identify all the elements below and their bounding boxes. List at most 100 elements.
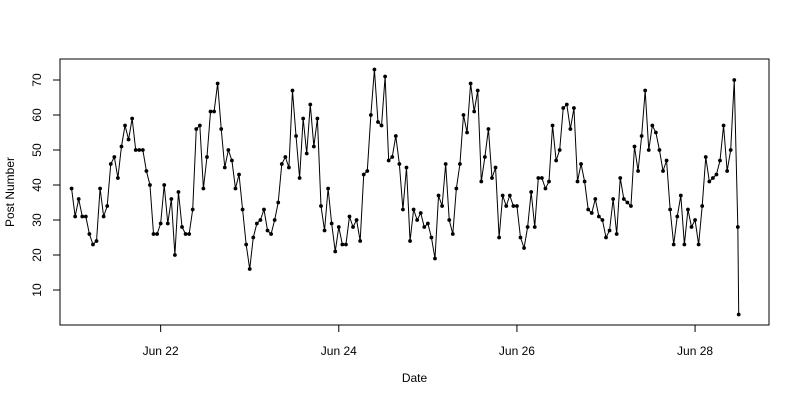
data-point: [486, 127, 491, 131]
data-point: [401, 207, 405, 212]
data-point: [632, 144, 637, 149]
data-point: [586, 207, 591, 212]
data-point: [593, 197, 598, 201]
data-point: [279, 162, 284, 166]
data-point: [422, 225, 427, 229]
data-point: [596, 214, 601, 219]
data-point: [297, 176, 302, 180]
data-point: [116, 176, 120, 180]
data-point: [425, 221, 430, 226]
data-point: [475, 88, 480, 93]
data-point: [379, 123, 384, 128]
data-point: [180, 225, 184, 229]
data-point: [361, 172, 366, 177]
data-point: [329, 221, 334, 226]
data-point: [490, 176, 494, 180]
data-point: [101, 214, 106, 219]
data-point: [148, 183, 152, 187]
data-point: [515, 204, 519, 208]
data-point: [504, 204, 509, 208]
data-point: [482, 155, 487, 159]
data-point: [696, 242, 701, 247]
data-point: [643, 88, 648, 93]
data-point: [173, 253, 177, 257]
data-point: [365, 169, 370, 173]
data-point: [518, 235, 523, 240]
y-tick-label: 10: [30, 283, 44, 297]
data-point: [233, 186, 238, 191]
data-point: [155, 232, 159, 236]
data-point: [119, 144, 124, 149]
x-axis-title: Date: [402, 371, 428, 385]
data-point: [91, 242, 95, 247]
data-point: [315, 116, 320, 121]
data-point: [108, 162, 113, 166]
data-point: [507, 193, 512, 198]
data-point: [618, 176, 623, 180]
data-point: [725, 169, 730, 173]
data-point: [205, 155, 209, 159]
data-point: [386, 158, 391, 163]
data-point: [682, 242, 687, 247]
data-point: [604, 235, 608, 240]
data-point: [383, 74, 388, 79]
data-point: [123, 123, 127, 128]
data-point: [137, 148, 142, 152]
x-tick-label: Jun 22: [143, 344, 179, 358]
data-point: [718, 158, 722, 163]
data-point: [215, 81, 220, 86]
data-point: [358, 239, 363, 243]
data-point: [326, 186, 330, 191]
data-point: [265, 228, 270, 233]
data-point: [226, 148, 231, 152]
data-point: [276, 200, 281, 205]
data-point: [133, 148, 138, 152]
data-point: [69, 186, 74, 191]
data-point: [190, 207, 195, 212]
data-point: [351, 225, 355, 229]
data-point: [465, 130, 469, 135]
data-point: [140, 148, 145, 152]
data-point: [390, 155, 395, 159]
data-point: [525, 225, 530, 229]
data-point: [404, 165, 409, 170]
data-point: [607, 228, 612, 233]
y-tick-label: 30: [30, 213, 44, 227]
data-point: [629, 204, 633, 208]
data-point: [311, 144, 316, 149]
data-point: [657, 148, 662, 152]
data-point: [664, 158, 669, 163]
data-point: [319, 204, 323, 208]
data-point: [368, 113, 373, 117]
data-point: [83, 214, 88, 219]
data-point: [165, 221, 170, 226]
data-point: [554, 158, 559, 163]
data-point: [575, 179, 580, 184]
x-tick-label: Jun 28: [677, 344, 713, 358]
data-point: [693, 218, 697, 222]
data-point: [408, 239, 412, 243]
data-point: [547, 179, 551, 184]
data-point: [714, 172, 719, 177]
data-point: [308, 102, 313, 107]
data-point: [686, 207, 690, 212]
data-point: [671, 242, 676, 247]
data-point: [162, 183, 167, 187]
data-point: [240, 207, 245, 212]
y-tick-label: 50: [30, 143, 44, 157]
plot-frame: [59, 58, 770, 326]
data-point: [458, 162, 462, 166]
data-point: [728, 148, 733, 152]
data-point: [493, 165, 498, 170]
data-point: [222, 165, 227, 170]
data-point: [600, 218, 605, 222]
y-tick-label: 20: [30, 248, 44, 262]
data-point: [80, 214, 85, 219]
data-point: [415, 218, 420, 222]
data-point: [212, 109, 216, 114]
data-point: [98, 186, 102, 191]
data-point: [87, 232, 92, 236]
data-point: [735, 225, 740, 229]
data-point: [703, 155, 708, 159]
data-point: [269, 232, 273, 236]
